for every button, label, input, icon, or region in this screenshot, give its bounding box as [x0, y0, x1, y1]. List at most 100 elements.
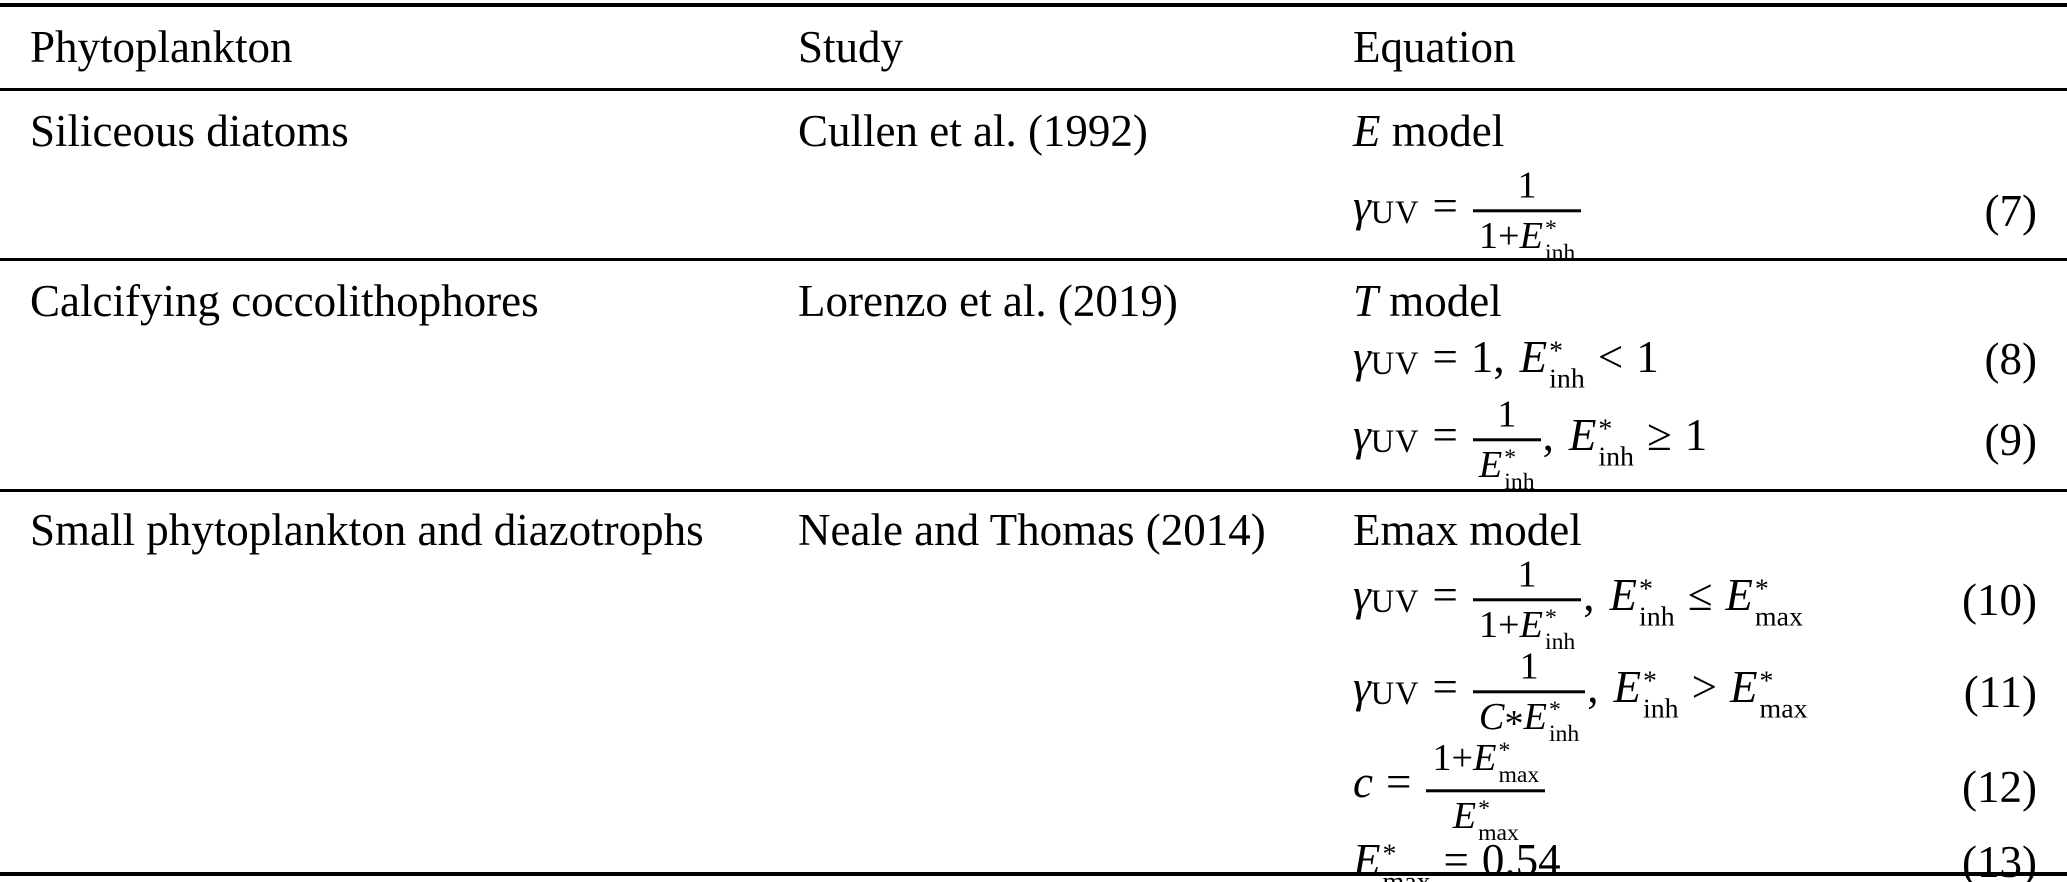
sup-sub-stack: * inh: [1545, 605, 1575, 655]
sup-sub-stack: * max: [1755, 575, 1803, 631]
e-variable: E: [1353, 835, 1381, 882]
gamma-symbol: γ: [1353, 332, 1371, 383]
value-one: 1: [1684, 409, 1708, 460]
table-row-small-phytoplankton: Small phytoplankton and diazotrophs Neal…: [0, 492, 2067, 882]
numerator: 1: [1472, 392, 1541, 442]
study-citation: Neale and Thomas (2014): [798, 505, 1266, 555]
equation-number: (8): [1984, 334, 2037, 385]
equation-expression: γUV = 1 E * inh, E * inh ≥1: [1353, 390, 1708, 494]
asterisk-superscript: *: [1598, 413, 1613, 445]
rule-row-separator-1: [0, 258, 2067, 261]
max-subscript: max: [1754, 601, 1803, 633]
fraction: 1 1+E * inh: [1472, 164, 1582, 267]
equation-line-8: γUV = 1, E * inh <1 (8): [1353, 329, 2037, 393]
c-variable: C: [1478, 695, 1505, 738]
asterisk-superscript: *: [1548, 697, 1561, 724]
max-subscript: max: [1478, 819, 1519, 846]
max-subscript: max: [1759, 692, 1808, 724]
inh-subscript: inh: [1598, 440, 1634, 472]
denominator: E * max: [1426, 792, 1545, 846]
equals-sign: =: [1443, 835, 1469, 882]
value-054: 0.54: [1481, 835, 1561, 882]
fraction: 1 C*E * inh: [1472, 644, 1586, 747]
one-plus: 1+: [1432, 737, 1474, 780]
sup-sub-stack: * max: [1478, 796, 1519, 846]
gamma-symbol: γ: [1353, 570, 1371, 621]
comma: ,: [1583, 570, 1595, 621]
value-one: 1: [1636, 332, 1659, 383]
inh-subscript: inh: [1545, 240, 1576, 267]
denominator: E * inh: [1473, 441, 1541, 494]
multiplication-asterisk: *: [1504, 702, 1524, 745]
model-variable: E: [1353, 106, 1381, 156]
gamma-symbol: γ: [1353, 661, 1371, 712]
equation-number: (9): [1984, 414, 2037, 465]
e-variable: E: [1473, 737, 1497, 780]
e-variable: E: [1613, 661, 1641, 712]
uv-subscript: UV: [1370, 346, 1420, 383]
model-name: Emax model: [1353, 502, 2037, 558]
phytoplankton-name: Siliceous diatoms: [30, 106, 349, 156]
phytoplankton-name: Calcifying coccolithophores: [30, 276, 539, 326]
numerator: 1+E * max: [1426, 736, 1546, 793]
sup-sub-stack: * max: [1383, 840, 1431, 882]
equation-expression: γUV = 1, E * inh <1: [1353, 329, 1659, 393]
model-name: E model: [1353, 103, 2037, 159]
equation-line-12: c = 1+E * max E * max (12): [1353, 733, 2037, 846]
table-header-row: Phytoplankton Study Equation: [0, 7, 2067, 88]
equation-line-11: γUV = 1 C*E * inh, E * inh > E * max (11): [1353, 642, 2037, 747]
equation-number: (11): [1963, 666, 2037, 717]
greater-equal-sign: ≥: [1646, 409, 1672, 460]
uv-subscript: UV: [1370, 584, 1420, 621]
sup-sub-stack: * max: [1760, 667, 1808, 723]
sup-sub-stack: * inh: [1548, 697, 1580, 747]
equation-cell: E model γUV = 1 1+E * inh (7): [1353, 91, 2037, 267]
one-plus: 1+: [1478, 604, 1520, 647]
rule-bottom: [0, 872, 2067, 876]
rule-top: [0, 3, 2067, 7]
e-variable: E: [1568, 409, 1597, 460]
e-variable: E: [1519, 215, 1543, 258]
fraction: 1 1+E * inh: [1472, 553, 1582, 655]
fraction: 1+E * max E * max: [1426, 736, 1546, 846]
numerator: 1: [1472, 644, 1586, 694]
comma: ,: [1493, 332, 1505, 383]
asterisk-superscript: *: [1478, 796, 1490, 823]
less-equal-sign: ≤: [1687, 570, 1713, 621]
sup-sub-stack: * inh: [1549, 337, 1585, 393]
e-variable: E: [1609, 570, 1638, 621]
asterisk-superscript: *: [1382, 838, 1397, 870]
numerator: 1: [1472, 553, 1582, 602]
c-lowercase-variable: c: [1353, 757, 1373, 808]
model-word: model: [1380, 106, 1505, 156]
column-header-phytoplankton: Phytoplankton: [30, 22, 293, 73]
equals-sign: =: [1432, 332, 1458, 383]
column-header-study: Study: [798, 22, 904, 73]
inh-subscript: inh: [1548, 720, 1580, 747]
equals-sign: =: [1432, 661, 1458, 712]
equation-number: (10): [1962, 574, 2037, 625]
asterisk-superscript: *: [1504, 445, 1517, 472]
asterisk-superscript: *: [1642, 665, 1657, 697]
e-variable: E: [1519, 604, 1543, 647]
e-variable: E: [1725, 570, 1753, 621]
sup-sub-stack: * inh: [1598, 415, 1634, 471]
study-citation: Lorenzo et al. (2019): [798, 276, 1178, 326]
sup-sub-stack: * inh: [1545, 218, 1576, 267]
sup-sub-stack: * inh: [1504, 445, 1534, 494]
rule-row-separator-2: [0, 489, 2067, 492]
inh-subscript: inh: [1549, 363, 1585, 395]
asterisk-superscript: *: [1754, 573, 1769, 605]
equals-sign: =: [1432, 409, 1458, 460]
inh-subscript: inh: [1639, 601, 1675, 633]
asterisk-superscript: *: [1545, 605, 1557, 632]
equation-number: (12): [1962, 761, 2037, 812]
equals-sign: =: [1432, 570, 1458, 621]
value-one: 1: [1470, 332, 1494, 383]
uv-subscript: UV: [1370, 423, 1420, 460]
less-than-sign: <: [1597, 332, 1624, 383]
phytoplankton-name: Small phytoplankton and diazotrophs: [30, 505, 704, 555]
asterisk-superscript: *: [1639, 573, 1653, 605]
uv-subscript: UV: [1370, 675, 1420, 712]
